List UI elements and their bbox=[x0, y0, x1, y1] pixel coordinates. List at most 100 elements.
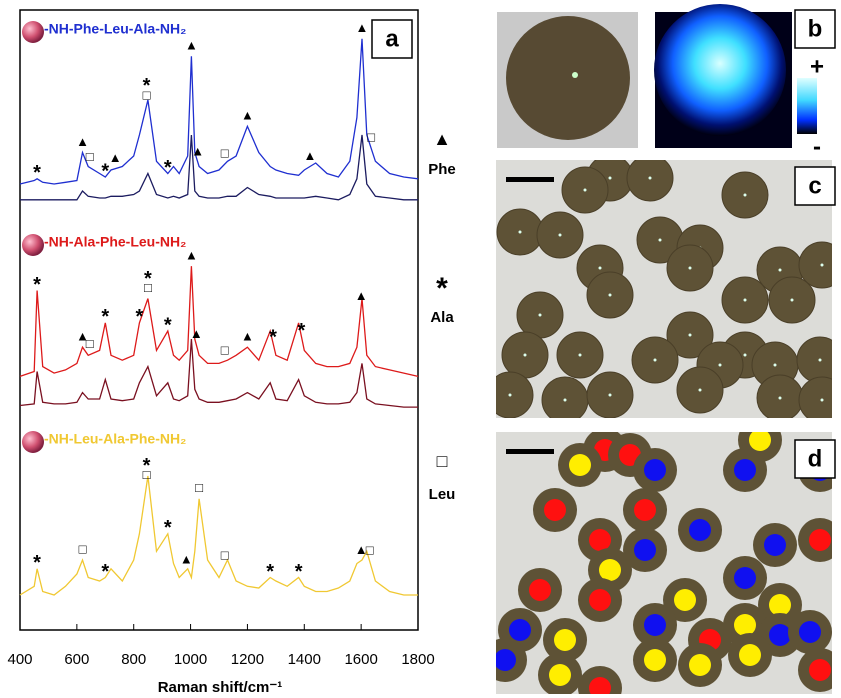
droplet-spot bbox=[654, 359, 657, 362]
panel-d-image bbox=[483, 418, 841, 698]
droplet-code bbox=[509, 619, 531, 641]
x-tick-label: 800 bbox=[121, 651, 146, 668]
droplet bbox=[799, 377, 841, 423]
droplet-spot bbox=[744, 354, 747, 357]
droplet-code bbox=[689, 519, 711, 541]
droplet-spot bbox=[539, 314, 542, 317]
droplet-code bbox=[734, 459, 756, 481]
peak-marker: □ bbox=[221, 547, 229, 562]
bead-icon bbox=[22, 234, 44, 256]
droplet-code bbox=[634, 539, 656, 561]
droplet-spot bbox=[609, 177, 612, 180]
spectrum-line bbox=[20, 339, 418, 407]
peak-marker: * bbox=[33, 274, 41, 296]
peak-marker: ▲ bbox=[185, 248, 198, 263]
x-tick-label: 1800 bbox=[401, 651, 434, 668]
peak-marker: * bbox=[164, 157, 172, 179]
page: {"chart_data": {"type": "line", "x_label… bbox=[0, 0, 841, 698]
droplet-spot bbox=[744, 299, 747, 302]
droplet-code bbox=[494, 649, 516, 671]
x-tick-label: 600 bbox=[64, 651, 89, 668]
droplet-code bbox=[589, 529, 611, 551]
droplet-code bbox=[589, 589, 611, 611]
droplet-code bbox=[529, 579, 551, 601]
peak-marker: * bbox=[144, 268, 152, 290]
legend-symbol: □ bbox=[437, 451, 448, 471]
droplet-code bbox=[734, 567, 756, 589]
peak-marker: ▲ bbox=[190, 326, 203, 341]
peak-marker: * bbox=[33, 162, 41, 184]
droplet-spot bbox=[509, 394, 512, 397]
droplet-spot bbox=[579, 354, 582, 357]
peak-marker: ▲ bbox=[304, 148, 317, 163]
x-tick-label: 400 bbox=[7, 651, 32, 668]
legend-label: Phe bbox=[428, 161, 456, 178]
raman-map-spot bbox=[654, 4, 786, 136]
spectrum-line bbox=[20, 476, 418, 595]
droplet-code bbox=[554, 629, 576, 651]
colorbar-min: - bbox=[813, 133, 821, 160]
droplet-spot bbox=[519, 231, 522, 234]
droplet-spot bbox=[649, 177, 652, 180]
droplet-spot bbox=[524, 354, 527, 357]
peak-marker: * bbox=[143, 75, 151, 97]
colorbar bbox=[797, 78, 817, 134]
droplet-code bbox=[799, 621, 821, 643]
droplet-spot bbox=[659, 239, 662, 242]
x-tick-label: 1400 bbox=[288, 651, 321, 668]
droplet-spot bbox=[821, 399, 824, 402]
peak-marker: * bbox=[136, 306, 144, 328]
droplet-spot bbox=[572, 72, 578, 78]
droplet-code bbox=[769, 624, 791, 646]
droplet-spot bbox=[779, 397, 782, 400]
droplet-spot bbox=[609, 394, 612, 397]
droplet-spot bbox=[609, 294, 612, 297]
peak-marker: ▲ bbox=[185, 38, 198, 53]
bead-icon bbox=[22, 431, 44, 453]
peak-marker: * bbox=[266, 561, 274, 583]
peak-marker: □ bbox=[195, 480, 203, 495]
peak-marker: ▲ bbox=[109, 150, 122, 165]
series-label: -NH-Leu-Ala-Phe-NH₂ bbox=[44, 431, 186, 447]
spectrum-line bbox=[20, 266, 418, 376]
peak-marker: □ bbox=[79, 541, 87, 556]
legend-symbol: * bbox=[436, 272, 448, 305]
peak-marker: ▲ bbox=[76, 134, 89, 149]
droplet-code bbox=[634, 499, 656, 521]
droplet-code bbox=[644, 614, 666, 636]
peak-marker: □ bbox=[367, 130, 375, 145]
droplet-code bbox=[549, 664, 571, 686]
droplet-spot bbox=[599, 267, 602, 270]
droplet-code bbox=[739, 644, 761, 666]
droplet-code bbox=[589, 677, 611, 698]
droplet-spot bbox=[564, 399, 567, 402]
peak-marker: * bbox=[295, 561, 303, 583]
peak-marker: □ bbox=[86, 336, 94, 351]
peak-marker: ▲ bbox=[355, 288, 368, 303]
droplet-code bbox=[599, 559, 621, 581]
peak-marker: * bbox=[164, 517, 172, 539]
droplet-code bbox=[689, 654, 711, 676]
peak-marker: □ bbox=[221, 146, 229, 161]
panel-label: a bbox=[385, 25, 399, 52]
figure: 40060080010001200140016001800-NH-Phe-Leu… bbox=[0, 0, 841, 698]
droplet-spot bbox=[744, 194, 747, 197]
droplet-code bbox=[809, 659, 831, 681]
peak-marker: * bbox=[143, 455, 151, 477]
droplet-code bbox=[734, 614, 756, 636]
peak-marker: * bbox=[101, 561, 109, 583]
droplet-code bbox=[809, 529, 831, 551]
scale-bar bbox=[506, 177, 554, 182]
droplet-code bbox=[569, 454, 591, 476]
droplet-code bbox=[544, 499, 566, 521]
droplet-spot bbox=[774, 364, 777, 367]
series-label: -NH-Phe-Leu-Ala-NH₂ bbox=[44, 21, 186, 37]
droplet-code bbox=[749, 429, 771, 451]
peak-marker: * bbox=[269, 326, 277, 348]
droplet bbox=[506, 16, 630, 140]
droplet-spot bbox=[821, 264, 824, 267]
droplet-code bbox=[764, 534, 786, 556]
droplet-spot bbox=[699, 389, 702, 392]
legend-symbol: ▲ bbox=[433, 129, 451, 149]
droplet-spot bbox=[719, 364, 722, 367]
